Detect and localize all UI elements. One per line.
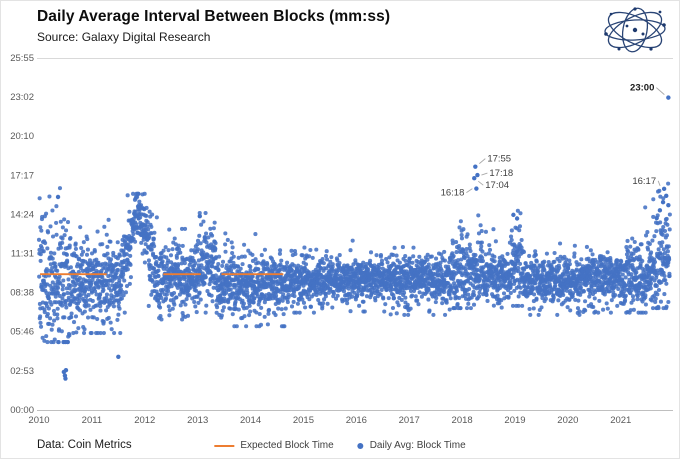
legend-item-expected-block-time: Expected Block Time (214, 440, 334, 451)
chart-title: Daily Average Interval Between Blocks (m… (37, 8, 391, 25)
legend-label-daily-avg-block-time: Daily Avg: Block Time (369, 440, 466, 451)
data-source-note: Data: Coin Metrics (37, 439, 132, 451)
legend-item-daily-avg-block-time: Daily Avg: Block Time (357, 440, 466, 451)
expected-block-time-line-swatch (214, 444, 235, 447)
chart-legend: Expected Block Time Daily Avg: Block Tim… (214, 440, 466, 451)
galaxy-digital-logo (604, 7, 666, 53)
chart-subtitle: Source: Galaxy Digital Research (37, 30, 211, 44)
legend-label-expected-block-time: Expected Block Time (240, 440, 334, 451)
daily-avg-block-time-dot-swatch (357, 442, 364, 449)
